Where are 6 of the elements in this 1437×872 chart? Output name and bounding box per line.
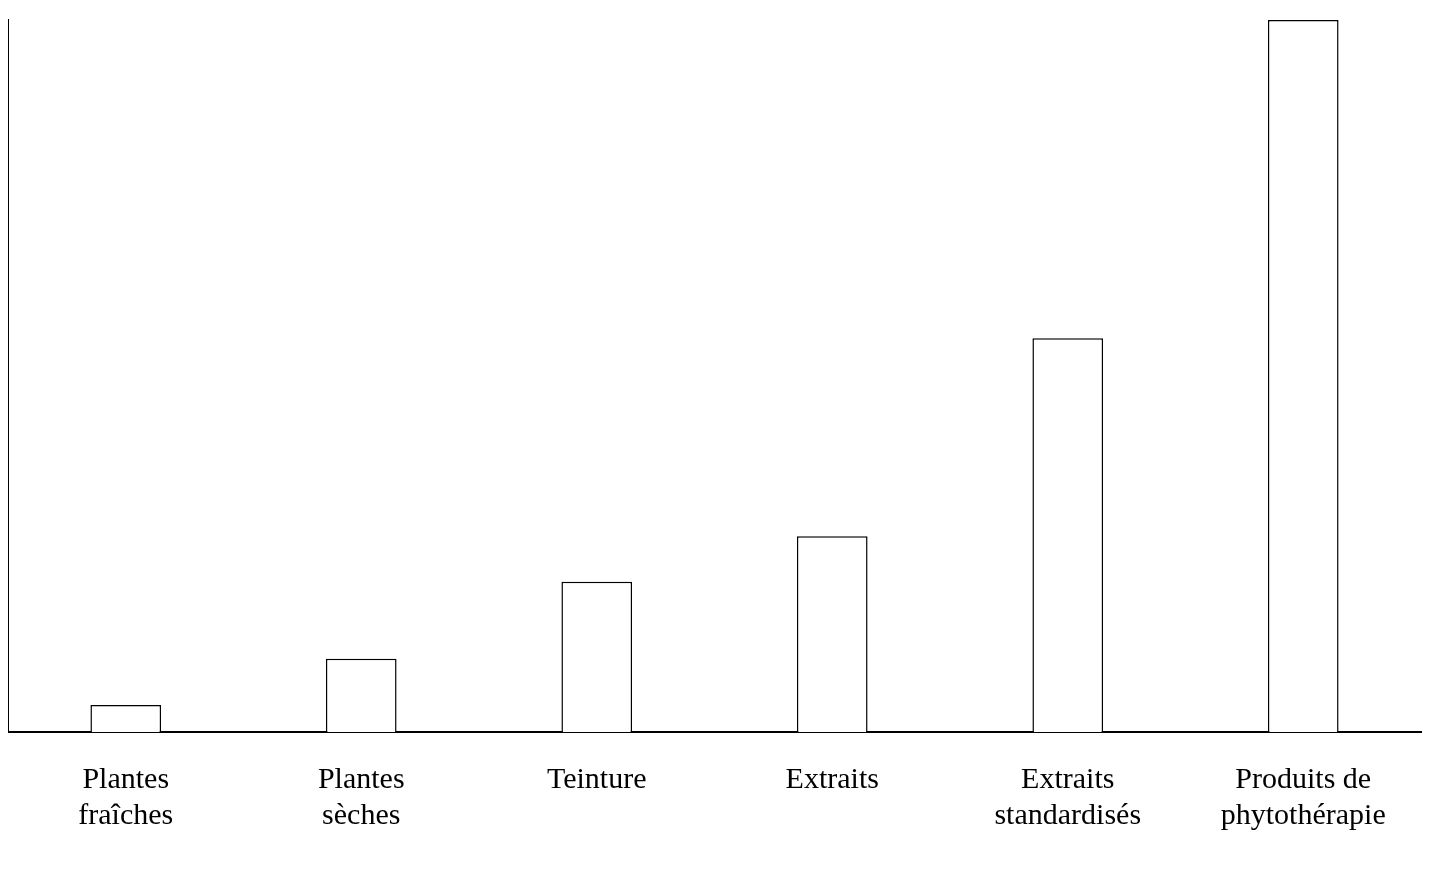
x-tick-label: Teinture [546,760,647,794]
x-tick-label: Extraits [785,760,879,794]
x-tick-label: Extraits standardisés [994,760,1142,830]
x-tick-label: Plantes fraîches [78,760,174,830]
x-tick-label: Plantes sèches [317,760,405,830]
x-tick-label: Produits de phytothérapie [1220,760,1386,830]
